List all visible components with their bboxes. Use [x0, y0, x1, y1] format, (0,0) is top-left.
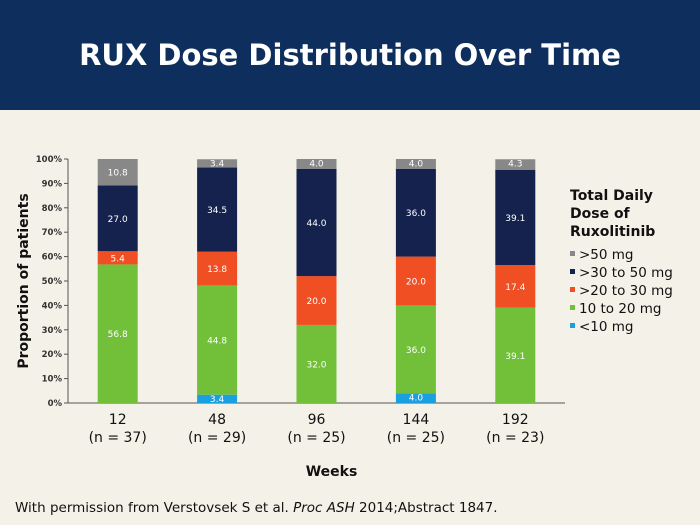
data-label: 20.0: [306, 297, 326, 307]
y-tick-label: 50%: [42, 277, 63, 287]
slide-title: RUX Dose Distribution Over Time: [79, 38, 621, 72]
bar-segment: [395, 256, 436, 306]
bar-segment: [395, 305, 436, 394]
citation: With permission from Verstovsek S et al.…: [15, 500, 498, 516]
bar-segment: [97, 185, 138, 252]
legend-label: <10 mg: [579, 319, 634, 335]
legend-swatch: [570, 305, 575, 310]
x-tick-label: 192: [502, 412, 529, 428]
bar-segment: [296, 159, 337, 169]
bar-segment: [395, 393, 436, 403]
legend-label: >20 to 30 mg: [579, 283, 673, 299]
x-tick-sublabel: (n = 25): [287, 430, 345, 446]
data-label: 3.4: [210, 395, 225, 405]
bar-segment: [97, 159, 138, 186]
y-tick-label: 0%: [48, 399, 63, 409]
y-tick-label: 90%: [42, 179, 63, 189]
legend-label: >50 mg: [579, 247, 634, 263]
legend-label: >30 to 50 mg: [579, 265, 673, 281]
x-tick-sublabel: (n = 25): [387, 430, 445, 446]
legend-swatch: [570, 323, 575, 328]
bar-segment: [495, 169, 536, 266]
data-label: 4.0: [409, 394, 424, 404]
y-tick-label: 80%: [42, 204, 63, 214]
data-label: 17.4: [505, 283, 525, 293]
x-tick-label: 48: [208, 412, 226, 428]
bar-segment: [296, 276, 337, 325]
bar-segment: [395, 159, 436, 169]
data-label: 44.8: [207, 337, 227, 347]
data-label: 13.8: [207, 265, 227, 275]
data-label: 4.3: [508, 160, 522, 170]
y-axis-title: Proportion of patients: [16, 193, 32, 368]
data-label: 44.0: [306, 219, 326, 229]
bar-segment: [495, 307, 536, 403]
legend-title: Ruxolitinib: [570, 224, 655, 240]
x-tick-label: 144: [403, 412, 430, 428]
x-tick-sublabel: (n = 37): [89, 430, 147, 446]
data-label: 27.0: [108, 215, 128, 225]
data-label: 3.4: [210, 160, 225, 170]
legend-swatch: [570, 287, 575, 292]
stacked-bar-chart: 0% 10% 20% 30% 40% 50% 60% 70% 80% 90% 100% 56.8 5.4…: [16, 155, 673, 480]
citation-text: With permission from Verstovsek S et al.: [15, 500, 294, 516]
data-label: 4.0: [409, 160, 424, 170]
y-tick-label: 30%: [42, 326, 63, 336]
y-tick-label: 20%: [42, 350, 63, 360]
citation-text-end: 2014;Abstract 1847.: [354, 500, 498, 516]
legend-title: Total Daily: [570, 188, 653, 204]
data-label: 32.0: [306, 360, 326, 370]
data-label: 10.8: [108, 169, 128, 179]
bar-segment: [97, 251, 138, 265]
bar-segment: [97, 264, 138, 403]
x-tick-sublabel: (n = 29): [188, 430, 246, 446]
bar-segment: [495, 265, 536, 308]
data-label: 56.8: [108, 330, 128, 340]
data-label: 4.0: [309, 160, 324, 170]
legend-swatch: [570, 269, 575, 274]
data-label: 39.1: [505, 214, 525, 224]
bar-segment: [296, 168, 337, 277]
x-tick-label: 12: [109, 412, 127, 428]
bar-segment: [197, 285, 238, 395]
legend-label: 10 to 20 mg: [579, 301, 662, 317]
data-label: 20.0: [406, 278, 426, 288]
x-tick-sublabel: (n = 23): [486, 430, 544, 446]
bar-segment: [197, 159, 238, 168]
bar-segment: [495, 159, 536, 170]
y-tick-label: 70%: [42, 228, 63, 238]
bar-segment: [197, 251, 238, 286]
bar-segment: [197, 394, 238, 403]
y-tick-label: 10%: [42, 375, 63, 385]
data-label: 36.0: [406, 346, 426, 356]
legend-title: Dose of: [570, 206, 631, 222]
bar-segment: [395, 168, 436, 257]
title-banner: [0, 0, 700, 110]
x-tick-label: 96: [308, 412, 326, 428]
y-tick-label: 60%: [42, 253, 63, 263]
data-label: 34.5: [207, 206, 227, 216]
bar-segment: [296, 324, 337, 403]
legend-swatch: [570, 251, 575, 256]
data-label: 39.1: [505, 352, 525, 362]
citation-journal: Proc ASH: [293, 500, 355, 516]
x-axis-title: Weeks: [306, 464, 358, 480]
y-tick-label: 100%: [36, 155, 63, 165]
data-label: 36.0: [406, 209, 426, 219]
data-label: 5.4: [111, 254, 126, 264]
bar-segment: [197, 167, 238, 252]
y-tick-label: 40%: [42, 301, 63, 311]
